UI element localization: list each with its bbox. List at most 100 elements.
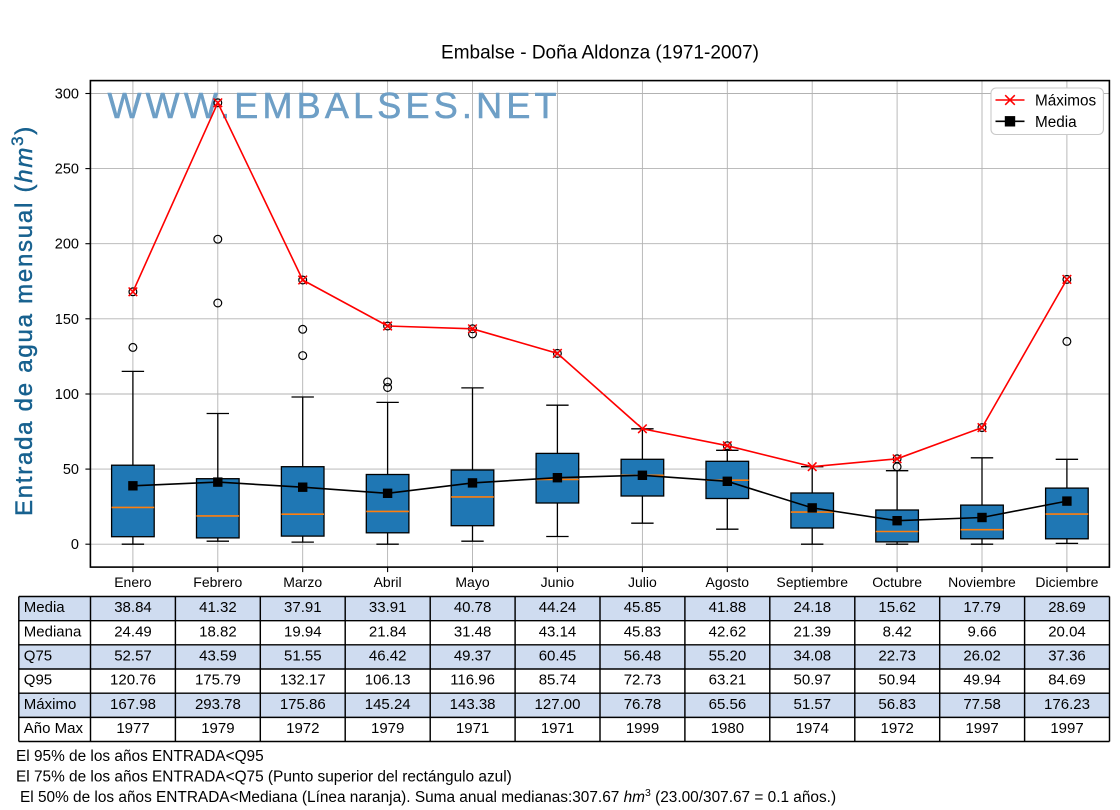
svg-text:1977: 1977 <box>116 720 149 737</box>
svg-text:44.24: 44.24 <box>539 599 577 616</box>
svg-text:41.88: 41.88 <box>709 599 747 616</box>
svg-text:41.32: 41.32 <box>199 599 237 616</box>
svg-text:45.83: 45.83 <box>624 623 662 640</box>
svg-text:250: 250 <box>55 162 79 178</box>
svg-text:106.13: 106.13 <box>365 672 411 689</box>
svg-text:9.66: 9.66 <box>967 623 996 640</box>
svg-text:Marzo: Marzo <box>283 574 322 590</box>
svg-text:65.56: 65.56 <box>709 696 747 713</box>
svg-text:51.57: 51.57 <box>794 696 832 713</box>
svg-text:Julio: Julio <box>628 574 657 590</box>
svg-text:127.00: 127.00 <box>535 696 581 713</box>
svg-text:Diciembre: Diciembre <box>1035 574 1098 590</box>
svg-text:33.91: 33.91 <box>369 599 407 616</box>
svg-text:Máximos: Máximos <box>1035 93 1097 110</box>
svg-text:Año Max: Año Max <box>24 720 84 737</box>
svg-text:1999: 1999 <box>626 720 659 737</box>
svg-text:49.37: 49.37 <box>454 648 492 665</box>
svg-text:1979: 1979 <box>201 720 234 737</box>
svg-text:150: 150 <box>55 312 79 328</box>
svg-text:175.79: 175.79 <box>195 672 241 689</box>
svg-text:84.69: 84.69 <box>1048 672 1086 689</box>
svg-text:50.94: 50.94 <box>878 672 916 689</box>
svg-text:43.14: 43.14 <box>539 623 577 640</box>
svg-text:76.78: 76.78 <box>624 696 662 713</box>
svg-text:85.74: 85.74 <box>539 672 577 689</box>
svg-text:43.59: 43.59 <box>199 648 237 665</box>
svg-text:1971: 1971 <box>541 720 574 737</box>
svg-text:200: 200 <box>55 237 79 253</box>
svg-text:1974: 1974 <box>796 720 829 737</box>
svg-text:15.62: 15.62 <box>878 599 916 616</box>
svg-text:60.45: 60.45 <box>539 648 577 665</box>
svg-text:49.94: 49.94 <box>963 672 1001 689</box>
svg-text:Enero: Enero <box>114 574 152 590</box>
svg-text:52.57: 52.57 <box>114 648 152 665</box>
svg-text:1997: 1997 <box>1050 720 1083 737</box>
svg-text:167.98: 167.98 <box>110 696 156 713</box>
svg-text:Máximo: Máximo <box>24 696 77 713</box>
svg-text:1979: 1979 <box>371 720 404 737</box>
svg-text:293.78: 293.78 <box>195 696 241 713</box>
svg-text:20.04: 20.04 <box>1048 623 1086 640</box>
svg-text:24.18: 24.18 <box>794 599 832 616</box>
svg-text:72.73: 72.73 <box>624 672 662 689</box>
svg-text:22.73: 22.73 <box>878 648 916 665</box>
svg-text:8.42: 8.42 <box>883 623 912 640</box>
svg-text:19.94: 19.94 <box>284 623 322 640</box>
svg-text:Media: Media <box>1035 114 1077 131</box>
svg-text:143.38: 143.38 <box>450 696 496 713</box>
svg-text:145.24: 145.24 <box>365 696 411 713</box>
svg-text:Octubre: Octubre <box>872 574 922 590</box>
svg-text:Noviembre: Noviembre <box>948 574 1016 590</box>
svg-text:34.08: 34.08 <box>794 648 832 665</box>
svg-text:37.91: 37.91 <box>284 599 322 616</box>
svg-text:Media: Media <box>24 599 66 616</box>
svg-text:Agosto: Agosto <box>706 574 750 590</box>
svg-text:50: 50 <box>63 462 79 478</box>
svg-text:38.84: 38.84 <box>114 599 152 616</box>
svg-text:176.23: 176.23 <box>1044 696 1090 713</box>
svg-text:21.39: 21.39 <box>794 623 832 640</box>
svg-text:24.49: 24.49 <box>114 623 152 640</box>
svg-text:55.20: 55.20 <box>709 648 747 665</box>
svg-text:37.36: 37.36 <box>1048 648 1086 665</box>
svg-text:28.69: 28.69 <box>1048 599 1086 616</box>
svg-text:51.55: 51.55 <box>284 648 322 665</box>
svg-text:175.86: 175.86 <box>280 696 326 713</box>
svg-text:21.84: 21.84 <box>369 623 407 640</box>
svg-text:46.42: 46.42 <box>369 648 407 665</box>
svg-text:56.48: 56.48 <box>624 648 662 665</box>
svg-text:56.83: 56.83 <box>878 696 916 713</box>
svg-text:WWW.EMBALSES.NET: WWW.EMBALSES.NET <box>108 85 561 126</box>
svg-text:40.78: 40.78 <box>454 599 492 616</box>
svg-text:0: 0 <box>71 537 79 553</box>
svg-text:50.97: 50.97 <box>794 672 832 689</box>
svg-text:El 95% de los años ENTRADA<Q95: El 95% de los años ENTRADA<Q95 <box>16 748 264 765</box>
svg-text:1972: 1972 <box>286 720 319 737</box>
svg-text:Entrada de agua mensual (hm3): Entrada de agua mensual (hm3) <box>8 125 38 516</box>
svg-text:Mediana: Mediana <box>24 623 82 640</box>
svg-text:77.58: 77.58 <box>963 696 1001 713</box>
svg-text:17.79: 17.79 <box>963 599 1001 616</box>
svg-text:Embalse - Doña Aldonza (1971-2: Embalse - Doña Aldonza (1971-2007) <box>441 43 759 64</box>
svg-text:Mayo: Mayo <box>455 574 489 590</box>
svg-text:300: 300 <box>55 87 79 103</box>
svg-text:1971: 1971 <box>456 720 489 737</box>
svg-text:116.96: 116.96 <box>450 672 495 689</box>
svg-text:31.48: 31.48 <box>454 623 492 640</box>
svg-text:Septiembre: Septiembre <box>776 574 848 590</box>
svg-text:18.82: 18.82 <box>199 623 237 640</box>
svg-text:El 75% de los años ENTRADA<Q75: El 75% de los años ENTRADA<Q75 (Punto su… <box>16 768 512 785</box>
svg-text:132.17: 132.17 <box>280 672 326 689</box>
svg-text:1980: 1980 <box>711 720 744 737</box>
svg-text:Q75: Q75 <box>24 648 52 665</box>
svg-text:42.62: 42.62 <box>709 623 747 640</box>
svg-text:Febrero: Febrero <box>193 574 242 590</box>
svg-text:26.02: 26.02 <box>963 648 1001 665</box>
svg-text:100: 100 <box>55 387 79 403</box>
svg-text:120.76: 120.76 <box>110 672 156 689</box>
svg-text:1972: 1972 <box>881 720 914 737</box>
svg-text:63.21: 63.21 <box>709 672 747 689</box>
svg-text:Q95: Q95 <box>24 672 52 689</box>
